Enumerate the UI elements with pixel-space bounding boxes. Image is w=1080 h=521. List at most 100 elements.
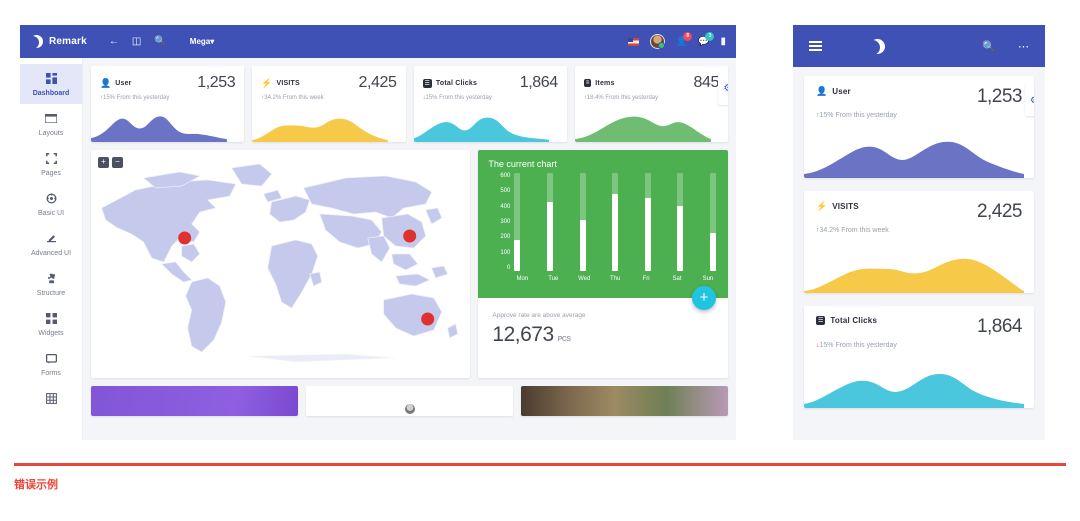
mobile-card-header: ☰ Total Clicks 1,864 xyxy=(816,316,1023,338)
mid-row: + − xyxy=(91,150,728,378)
stat-card-trend: ↑15% From this yesterday xyxy=(100,95,235,101)
trend-text: 15% From this yesterday xyxy=(425,95,492,101)
y-tick: 200 xyxy=(500,234,511,241)
world-map xyxy=(101,163,459,363)
brand[interactable]: Remark xyxy=(30,35,87,48)
screen-icon[interactable]: ▮ xyxy=(720,35,726,47)
mobile-card-user[interactable]: 👤 User 1,253 ↑15% From this yesterday ⚙ xyxy=(804,76,1034,178)
trend-arrow-up-icon: ↑ xyxy=(261,95,265,101)
sparkline-visits xyxy=(252,118,389,142)
x-tick-label: Wed xyxy=(578,276,591,282)
map-marker xyxy=(403,229,417,243)
stat-card-title: 👤 User xyxy=(100,78,132,89)
trend-arrow-up-icon: ↑ xyxy=(583,95,587,101)
sidebar-item-forms[interactable]: Forms xyxy=(20,344,82,384)
stat-card-header: 👤 User 1,253 xyxy=(100,74,236,92)
sidebar-item-pages[interactable]: Pages xyxy=(20,144,82,184)
map-zoom-out-button[interactable]: − xyxy=(112,157,123,168)
mobile-card-header: ⚡ VISITS 2,425 xyxy=(816,201,1023,223)
mega-menu[interactable]: Mega▾ xyxy=(190,37,214,46)
avatar[interactable] xyxy=(650,34,666,49)
approve-rate-value: 12,673 PCS xyxy=(492,323,714,347)
map-marker xyxy=(178,231,192,245)
search-icon[interactable]: 🔍 xyxy=(982,40,996,53)
stat-card-trend: ↑18.4% From this yesterday xyxy=(584,95,719,101)
trend-arrow-down-icon: ↓ xyxy=(816,342,820,349)
add-fab-button[interactable]: + xyxy=(692,286,716,310)
sparkline-user xyxy=(804,141,1024,178)
sidebar: Dashboard Layouts Pages xyxy=(20,58,83,440)
sidebar-item-layouts[interactable]: Layouts xyxy=(20,104,82,144)
trend-text: 15% From this yesterday xyxy=(103,95,170,101)
y-tick: 400 xyxy=(500,203,511,210)
bottom-cards-row xyxy=(91,386,728,416)
hamburger-icon[interactable] xyxy=(809,40,822,52)
bar-wed xyxy=(579,173,586,271)
mobile-logo xyxy=(870,39,885,54)
sidebar-item-dashboard[interactable]: Dashboard xyxy=(20,64,82,104)
mobile-card-header: 👤 User 1,253 xyxy=(816,86,1023,108)
mobile-card-title: 👤 User xyxy=(816,86,851,97)
window-icon[interactable]: ◫ xyxy=(131,35,142,47)
more-dots-icon[interactable]: ⋯ xyxy=(1017,40,1029,53)
x-tick-label: Tue xyxy=(548,276,559,282)
moon-icon xyxy=(30,35,43,48)
stat-card-trend: ↓15% From this yesterday xyxy=(423,95,558,101)
stat-card-title: ⚡ VISITS xyxy=(261,78,300,89)
purple-card[interactable] xyxy=(91,386,298,416)
mobile-card-visits[interactable]: ⚡ VISITS 2,425 ↑34.2% From this week xyxy=(804,191,1034,293)
mobile-card-trend: ↑15% From this yesterday xyxy=(816,112,1022,119)
mobile-card-name: VISITS xyxy=(832,202,859,211)
stat-card-visits[interactable]: ⚡ VISITS 2,425 ↑34.2% From this week xyxy=(252,66,406,142)
stat-card-header: ☰ Total Clicks 1,864 xyxy=(422,74,558,92)
avatar xyxy=(402,402,417,416)
world-map-card[interactable]: + − xyxy=(91,150,471,378)
people-icon[interactable]: 👤 8 xyxy=(676,32,693,47)
stat-card-name: User xyxy=(115,79,132,87)
moon-icon xyxy=(870,39,885,54)
mobile-card-total-clicks[interactable]: ☰ Total Clicks 1,864 ↓15% From this yest… xyxy=(804,306,1034,408)
trend-arrow-up-icon: ↑ xyxy=(816,112,820,119)
flag-icon[interactable] xyxy=(628,37,640,46)
sparkline-items xyxy=(574,116,711,142)
gear-icon[interactable]: ⚙ xyxy=(718,71,728,105)
sidebar-item-advanced-ui[interactable]: Advanced UI xyxy=(20,224,82,264)
bolt-icon: ⚡ xyxy=(261,77,273,88)
sidebar-item-structure[interactable]: Structure xyxy=(20,264,82,304)
trend-text: 34.2% From this week xyxy=(264,95,324,101)
sidebar-item-widgets[interactable]: Widgets xyxy=(20,304,82,344)
stat-card-trend: ↑34.2% From this week xyxy=(261,95,396,101)
y-tick: 500 xyxy=(500,188,511,195)
layouts-icon xyxy=(22,111,80,126)
stat-card-title: ≡ Items xyxy=(583,79,615,87)
message-icon[interactable]: 💬 3 xyxy=(698,32,715,47)
user-icon: 👤 xyxy=(816,86,828,96)
bar-chart-icon: ☰ xyxy=(422,78,432,88)
stat-card-items[interactable]: ≡ Items 845 ↑18.4% From this yesterday ⚙ xyxy=(574,66,728,142)
approve-rate-label: Approve rate are above average xyxy=(492,312,586,319)
stat-card-total-clicks[interactable]: ☰ Total Clicks 1,864 ↓15% From this yest… xyxy=(413,66,567,142)
search-icon[interactable]: 🔍 xyxy=(154,35,167,47)
app-topbar: Remark ← ◫ 🔍 Mega▾ 👤 8 💬 3 ▮ xyxy=(20,25,736,58)
gear-icon[interactable]: ⚙ xyxy=(1025,84,1034,116)
structure-puzzle-icon xyxy=(22,271,80,286)
arrow-left-icon[interactable]: ← xyxy=(108,35,119,47)
map-zoom-in-button[interactable]: + xyxy=(98,157,109,168)
photo-card[interactable] xyxy=(521,386,728,416)
mobile-topbar-actions: 🔍 ⋯ xyxy=(982,40,1029,53)
x-tick-label: Fri xyxy=(642,276,650,282)
sidebar-item-label: Basic UI xyxy=(37,210,65,217)
sidebar-item-basic-ui[interactable]: Basic UI xyxy=(20,184,82,224)
stat-card-user[interactable]: 👤 User 1,253 ↑15% From this yesterday xyxy=(91,66,245,142)
bar-fill xyxy=(677,205,684,271)
bar-series xyxy=(514,173,716,271)
pages-expand-icon xyxy=(22,151,80,166)
sidebar-item-tables[interactable] xyxy=(20,384,82,417)
forms-icon xyxy=(22,351,80,366)
profile-card[interactable] xyxy=(306,386,513,416)
approve-rate-unit: PCS xyxy=(557,336,571,343)
stat-card-title: ☰ Total Clicks xyxy=(422,78,478,88)
mobile-card-value: 1,253 xyxy=(976,86,1023,107)
bar-thu xyxy=(612,173,619,271)
